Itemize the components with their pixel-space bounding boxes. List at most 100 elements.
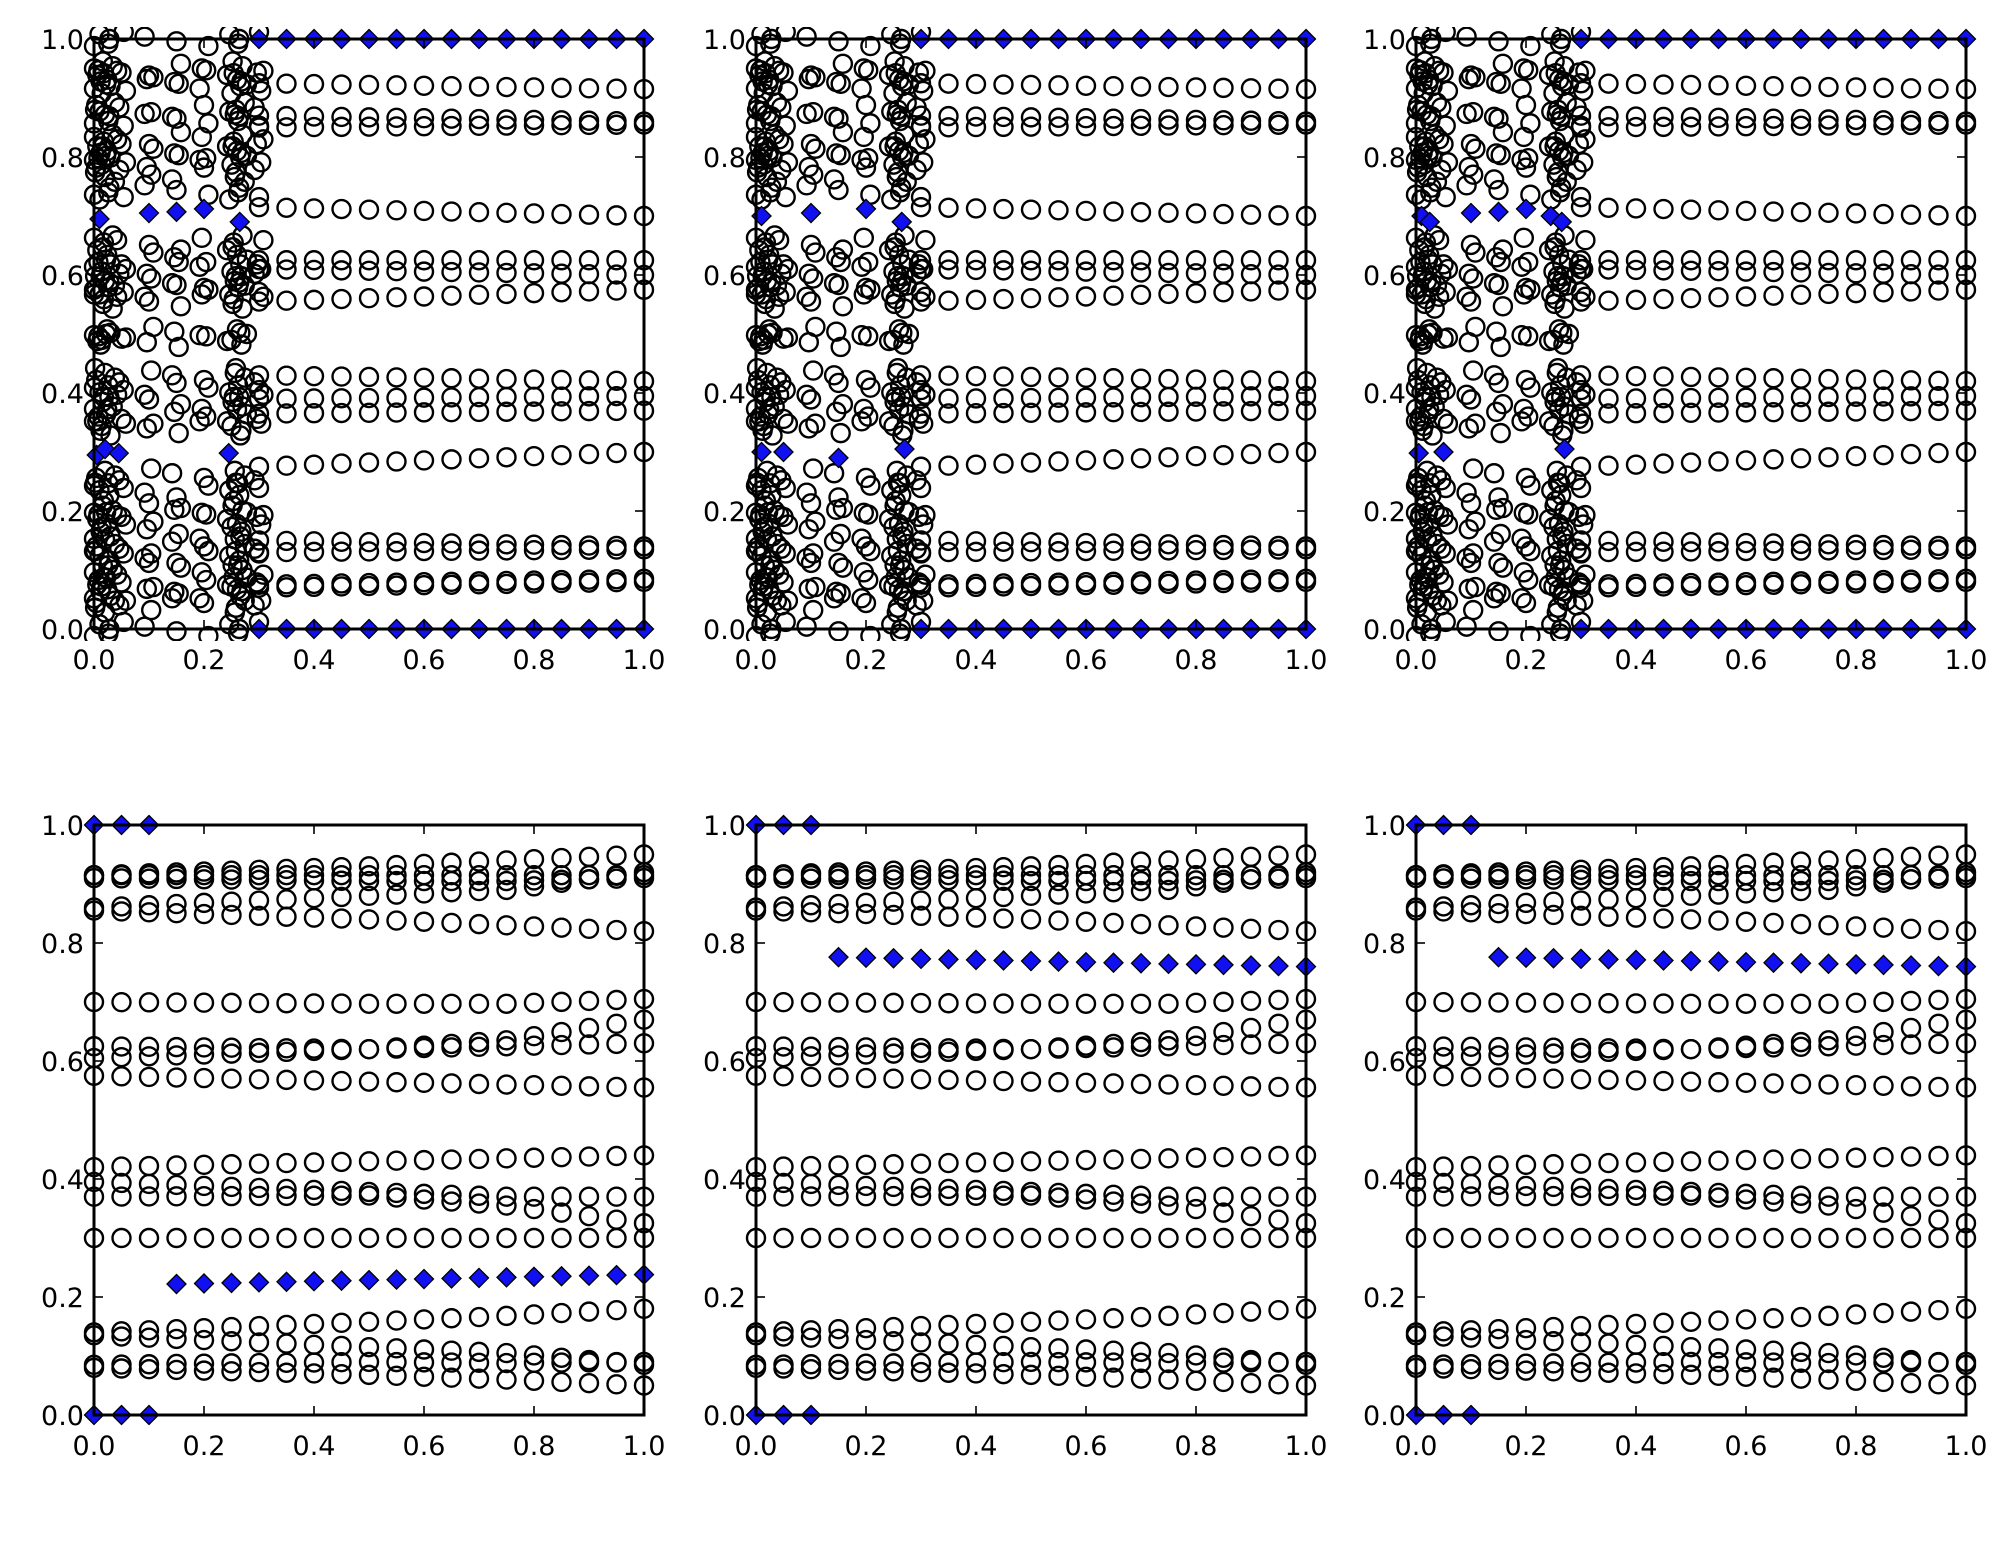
circle-point	[1240, 1372, 1262, 1394]
circle-point	[803, 360, 824, 381]
circle-point	[136, 263, 158, 285]
circle-point	[221, 992, 242, 1014]
circle-point	[1213, 369, 1234, 391]
circle-point	[551, 1202, 572, 1223]
circle-point	[1103, 1340, 1124, 1361]
circle-point	[1790, 993, 1812, 1014]
circle-point	[413, 402, 435, 423]
circle-point	[1570, 859, 1592, 881]
circle-point	[413, 1183, 435, 1205]
circle-point	[248, 859, 270, 881]
circle-point	[913, 258, 934, 280]
circle-point	[1020, 260, 1042, 281]
circle-point	[1515, 1329, 1537, 1351]
circle-point	[1680, 1185, 1702, 1206]
circle-point	[441, 993, 462, 1014]
circle-point	[878, 411, 900, 432]
circle-point	[1873, 386, 1894, 407]
circle-point	[1268, 385, 1289, 407]
circle-point	[1492, 53, 1514, 74]
circle-point	[1552, 322, 1573, 344]
circle-point	[386, 261, 407, 282]
circle-point	[1708, 1072, 1729, 1093]
circle-point	[1900, 1227, 1922, 1249]
circle-point	[1556, 590, 1577, 611]
circle-point	[805, 138, 826, 159]
circle-point	[143, 316, 164, 338]
circle-point	[1928, 1186, 1949, 1207]
circle-point	[1075, 1227, 1097, 1249]
circle-point	[221, 1176, 242, 1198]
circle-point	[1158, 573, 1179, 595]
circle-point	[606, 1227, 627, 1249]
circle-point	[1103, 387, 1124, 408]
diamond-point	[891, 211, 913, 233]
circle-point	[1873, 1021, 1894, 1043]
circle-point	[1158, 1186, 1179, 1207]
circle-point	[331, 74, 352, 95]
diamond-point	[138, 202, 160, 224]
circle-point	[1428, 229, 1450, 251]
circle-point	[1483, 169, 1505, 190]
circle-point	[773, 1186, 794, 1207]
circle-point	[760, 623, 781, 641]
circle-point	[1486, 321, 1507, 342]
circle-point	[1818, 1036, 1839, 1057]
circle-point	[441, 108, 462, 129]
circle-point	[1240, 1034, 1262, 1055]
circle-point	[1433, 1321, 1454, 1342]
circle-point	[1735, 1366, 1757, 1387]
circle-point	[800, 1227, 822, 1249]
circle-point	[1546, 460, 1568, 482]
circle-point	[855, 1329, 877, 1351]
circle-point	[1818, 386, 1839, 408]
circle-point	[1566, 470, 1587, 491]
circle-point	[1680, 541, 1702, 562]
circle-point	[1048, 1338, 1069, 1359]
circle-point	[331, 864, 352, 886]
diamond-point	[221, 1272, 242, 1294]
circle-point	[1845, 115, 1867, 136]
circle-point	[1708, 107, 1729, 129]
circle-point	[1680, 1071, 1702, 1092]
circle-point	[227, 110, 249, 132]
circle-point	[221, 864, 242, 886]
circle-point	[1103, 285, 1124, 306]
circle-point	[1680, 74, 1702, 96]
circle-point	[1240, 114, 1262, 136]
circle-point	[111, 1354, 132, 1375]
diamond-point	[1570, 948, 1592, 970]
circle-point	[170, 394, 192, 415]
diamond-point	[1708, 951, 1729, 973]
circle-point	[906, 372, 927, 393]
circle-point	[965, 1179, 987, 1201]
circle-point	[1538, 509, 1560, 530]
circle-point	[276, 250, 297, 271]
circle-point	[1570, 905, 1592, 927]
circle-point	[764, 298, 785, 319]
circle-point	[1575, 129, 1596, 150]
circle-point	[1048, 1187, 1069, 1208]
circle-point	[1240, 263, 1262, 285]
x-tick-label: 0.6	[403, 645, 446, 676]
circle-point	[1550, 484, 1572, 506]
circle-point	[115, 590, 137, 611]
circle-point	[1075, 387, 1097, 408]
circle-point	[1158, 1342, 1179, 1364]
circle-point	[853, 227, 874, 249]
y-tick-label: 0.0	[41, 615, 84, 646]
circle-point	[1653, 402, 1674, 424]
circle-point	[496, 870, 517, 892]
circle-point	[1570, 291, 1592, 312]
circle-point	[1928, 1227, 1949, 1249]
circle-point	[606, 919, 627, 941]
circle-point	[1048, 367, 1069, 388]
circle-point	[1048, 1150, 1069, 1171]
axes-frame	[92, 823, 646, 1417]
circle-point	[965, 259, 987, 281]
circle-point	[468, 533, 490, 555]
diamond-point	[828, 946, 849, 968]
circle-point	[1900, 990, 1922, 1012]
circle-point	[303, 531, 325, 552]
circle-point	[1103, 870, 1124, 892]
